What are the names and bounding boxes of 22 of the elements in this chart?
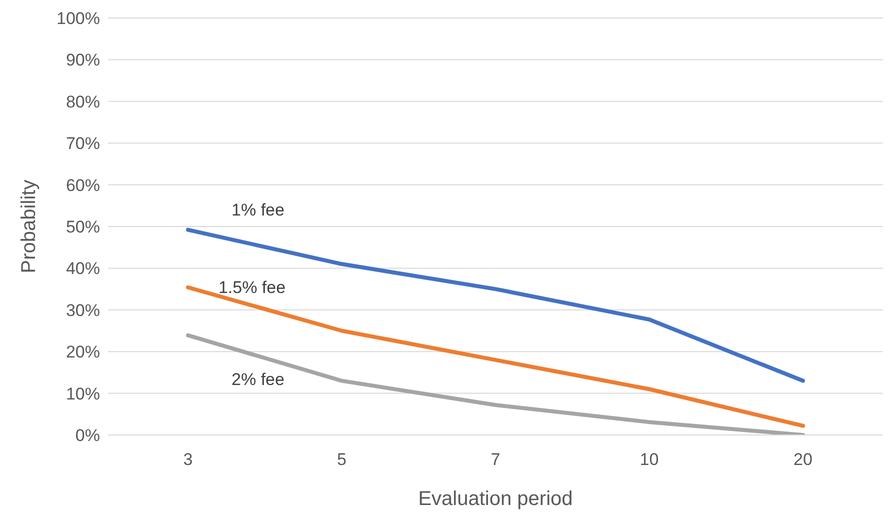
x-tick-label: 3 [183, 450, 193, 470]
y-tick-label: 10% [66, 384, 100, 404]
y-tick-label: 40% [66, 259, 100, 278]
y-tick-label: 30% [66, 300, 100, 320]
x-tick-label: 7 [490, 450, 500, 470]
x-tick-label: 10 [640, 450, 659, 470]
y-tick-label: 20% [66, 342, 100, 362]
y-tick-label: 70% [66, 134, 100, 154]
line-series [186, 333, 805, 435]
y-tick-label: 50% [66, 218, 100, 237]
y-tick-label: 0% [75, 426, 100, 446]
x-tick-label: 5 [337, 450, 346, 470]
x-tick-label: 20 [794, 450, 812, 470]
y-tick-label: 100% [56, 9, 100, 28]
y-tick-label: 80% [66, 92, 100, 112]
y-axis-title: Probability [18, 180, 40, 274]
y-tick-label: 60% [66, 176, 100, 195]
x-axis-title: Evaluation period [418, 488, 573, 510]
series-label: 1% fee [232, 200, 284, 220]
y-tick-label: 90% [66, 50, 100, 70]
series-label: 2% fee [232, 370, 284, 389]
series-label: 1.5% fee [218, 278, 286, 297]
